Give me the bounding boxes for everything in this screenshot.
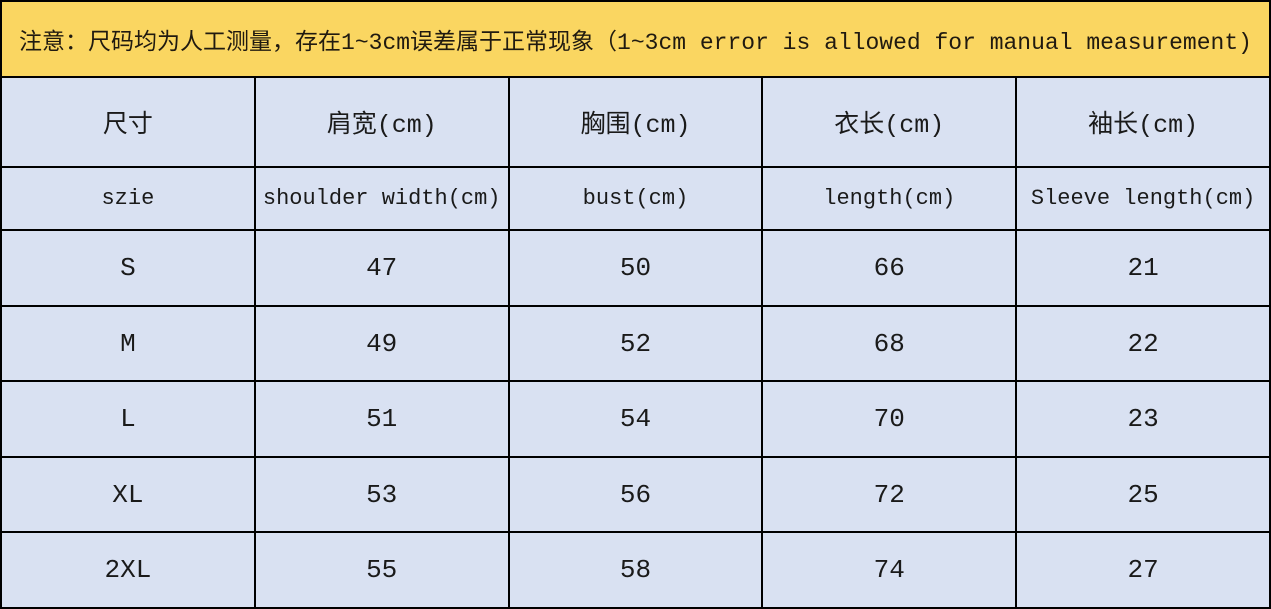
table-row-m: M 49 52 68 22	[0, 304, 1271, 383]
header-en-size: szie	[0, 165, 256, 232]
table-row-2xl: 2XL 55 58 74 27	[0, 531, 1271, 609]
header-cn-size: 尺寸	[0, 76, 256, 168]
table-row-s: S 47 50 66 21	[0, 229, 1271, 307]
notice-text: 注意：尺码均为人工测量，存在1~3cm误差属于正常现象（1~3cm error …	[19, 30, 1252, 56]
value-cell: 23	[1015, 380, 1271, 458]
value-cell: 47	[253, 229, 510, 307]
value-cell: 25	[1015, 455, 1271, 534]
header-cn-length: 衣长(cm)	[761, 76, 1018, 168]
value-cell: 49	[253, 304, 510, 383]
value-cell: 70	[761, 380, 1018, 458]
header-en-bust: bust(cm)	[507, 165, 764, 232]
value-cell: 58	[507, 531, 764, 609]
value-cell: 51	[253, 380, 510, 458]
value-cell: 66	[761, 229, 1018, 307]
value-cell: 72	[761, 455, 1018, 534]
header-row-en: szie shoulder width(cm) bust(cm) length(…	[0, 165, 1271, 232]
value-cell: 55	[253, 531, 510, 609]
header-en-shoulder: shoulder width(cm)	[253, 165, 510, 232]
size-cell: S	[0, 229, 256, 307]
value-cell: 50	[507, 229, 764, 307]
size-table: 尺寸 肩宽(cm) 胸围(cm) 衣长(cm) 袖长(cm) szie shou…	[0, 76, 1271, 609]
value-cell: 22	[1015, 304, 1271, 383]
value-cell: 52	[507, 304, 764, 383]
header-cn-sleeve: 袖长(cm)	[1015, 76, 1271, 168]
size-cell: XL	[0, 455, 256, 534]
header-en-length: length(cm)	[761, 165, 1018, 232]
value-cell: 21	[1015, 229, 1271, 307]
value-cell: 68	[761, 304, 1018, 383]
notice-banner: 注意：尺码均为人工测量，存在1~3cm误差属于正常现象（1~3cm error …	[0, 0, 1271, 76]
value-cell: 54	[507, 380, 764, 458]
size-cell: 2XL	[0, 531, 256, 609]
value-cell: 74	[761, 531, 1018, 609]
table-row-xl: XL 53 56 72 25	[0, 455, 1271, 534]
size-cell: L	[0, 380, 256, 458]
value-cell: 53	[253, 455, 510, 534]
header-en-sleeve: Sleeve length(cm)	[1015, 165, 1271, 232]
header-cn-bust: 胸围(cm)	[507, 76, 764, 168]
header-cn-shoulder: 肩宽(cm)	[253, 76, 510, 168]
table-row-l: L 51 54 70 23	[0, 380, 1271, 458]
value-cell: 27	[1015, 531, 1271, 609]
size-cell: M	[0, 304, 256, 383]
value-cell: 56	[507, 455, 764, 534]
header-row-cn: 尺寸 肩宽(cm) 胸围(cm) 衣长(cm) 袖长(cm)	[0, 76, 1271, 168]
